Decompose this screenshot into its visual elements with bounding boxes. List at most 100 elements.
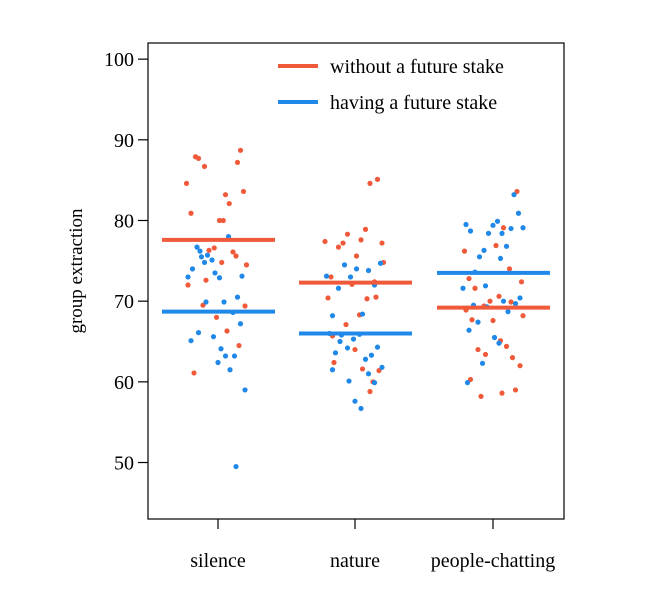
data-point [365,371,372,377]
data-point [367,180,373,186]
data-point [499,230,505,236]
data-point [475,346,481,353]
data-point [496,293,502,299]
plot-frame [147,42,565,520]
data-point [198,254,205,260]
data-point [352,346,358,353]
data-point [487,298,493,304]
data-point [358,237,364,243]
data-point [512,387,519,393]
data-point [461,248,468,254]
data-point [367,388,373,395]
data-point [343,321,349,328]
data-point [358,405,364,412]
data-point [359,311,366,317]
data-point [467,228,474,234]
data-point [188,210,194,216]
data-point [460,285,466,291]
data-point [195,155,202,161]
data-point [219,259,225,266]
data-point [494,218,501,224]
data-point [243,262,250,268]
data-point [189,266,196,272]
data-point [478,393,484,399]
data-point [240,188,247,195]
data-point [373,294,379,300]
data-point [329,313,336,319]
data-point [476,254,483,260]
legend: without a future stake having a future st… [278,56,504,114]
data-point [242,387,248,393]
data-point [204,252,211,258]
data-point [520,313,526,319]
data-point [497,255,504,262]
data-point [209,257,215,263]
data-point [218,346,224,352]
data-point [517,363,523,369]
data-point [499,390,505,396]
data-point [496,340,502,346]
data-point [509,355,516,361]
data-point [203,299,209,305]
data-point [466,275,472,282]
data-point [500,225,507,231]
data-point [197,248,203,254]
data-point [481,247,487,253]
y-tick-label: 50 [114,453,134,475]
data-point [222,192,229,198]
data-point [183,180,190,186]
data-points [183,147,526,470]
y-tick-label: 90 [114,130,134,152]
data-point [201,259,208,266]
data-point [512,300,519,307]
data-point [506,266,513,272]
y-axis: 50 60 70 80 90 100 [104,49,148,475]
data-point [353,253,360,259]
data-point [511,192,517,198]
data-point [234,159,241,166]
data-point [379,364,385,370]
data-point [335,285,342,291]
data-point [212,270,218,276]
data-point [216,217,223,224]
data-point [185,282,191,288]
data-point [520,225,526,231]
x-tick-label: silence [190,550,246,572]
legend-label: without a future stake [330,56,504,78]
data-point [463,221,469,228]
data-point [472,285,478,291]
y-tick-label: 80 [114,210,134,232]
data-point [485,230,492,236]
data-point [226,200,232,207]
data-point [346,378,352,384]
data-point [233,253,239,259]
data-point [353,266,360,272]
y-tick-label: 100 [104,49,134,71]
data-point [505,309,511,315]
data-point [482,351,489,358]
data-point [341,262,348,268]
data-point [239,273,245,279]
data-point [374,176,381,182]
data-point [508,299,514,305]
data-point [503,243,510,249]
data-point [365,267,372,274]
data-point [500,298,507,304]
data-point [185,274,191,280]
data-point [359,366,366,372]
legend-label: having a future stake [330,92,497,114]
data-point [490,222,496,228]
data-point [347,274,354,280]
data-point [335,244,342,250]
y-tick-label: 60 [114,372,134,394]
data-point [195,330,202,336]
data-point [323,273,330,279]
data-point [475,319,481,325]
data-point [233,463,239,470]
data-point [231,353,238,359]
y-axis-title: group extraction [66,208,87,334]
data-point [210,334,217,340]
data-point [508,225,514,232]
data-point [371,380,378,386]
data-point [479,360,486,366]
